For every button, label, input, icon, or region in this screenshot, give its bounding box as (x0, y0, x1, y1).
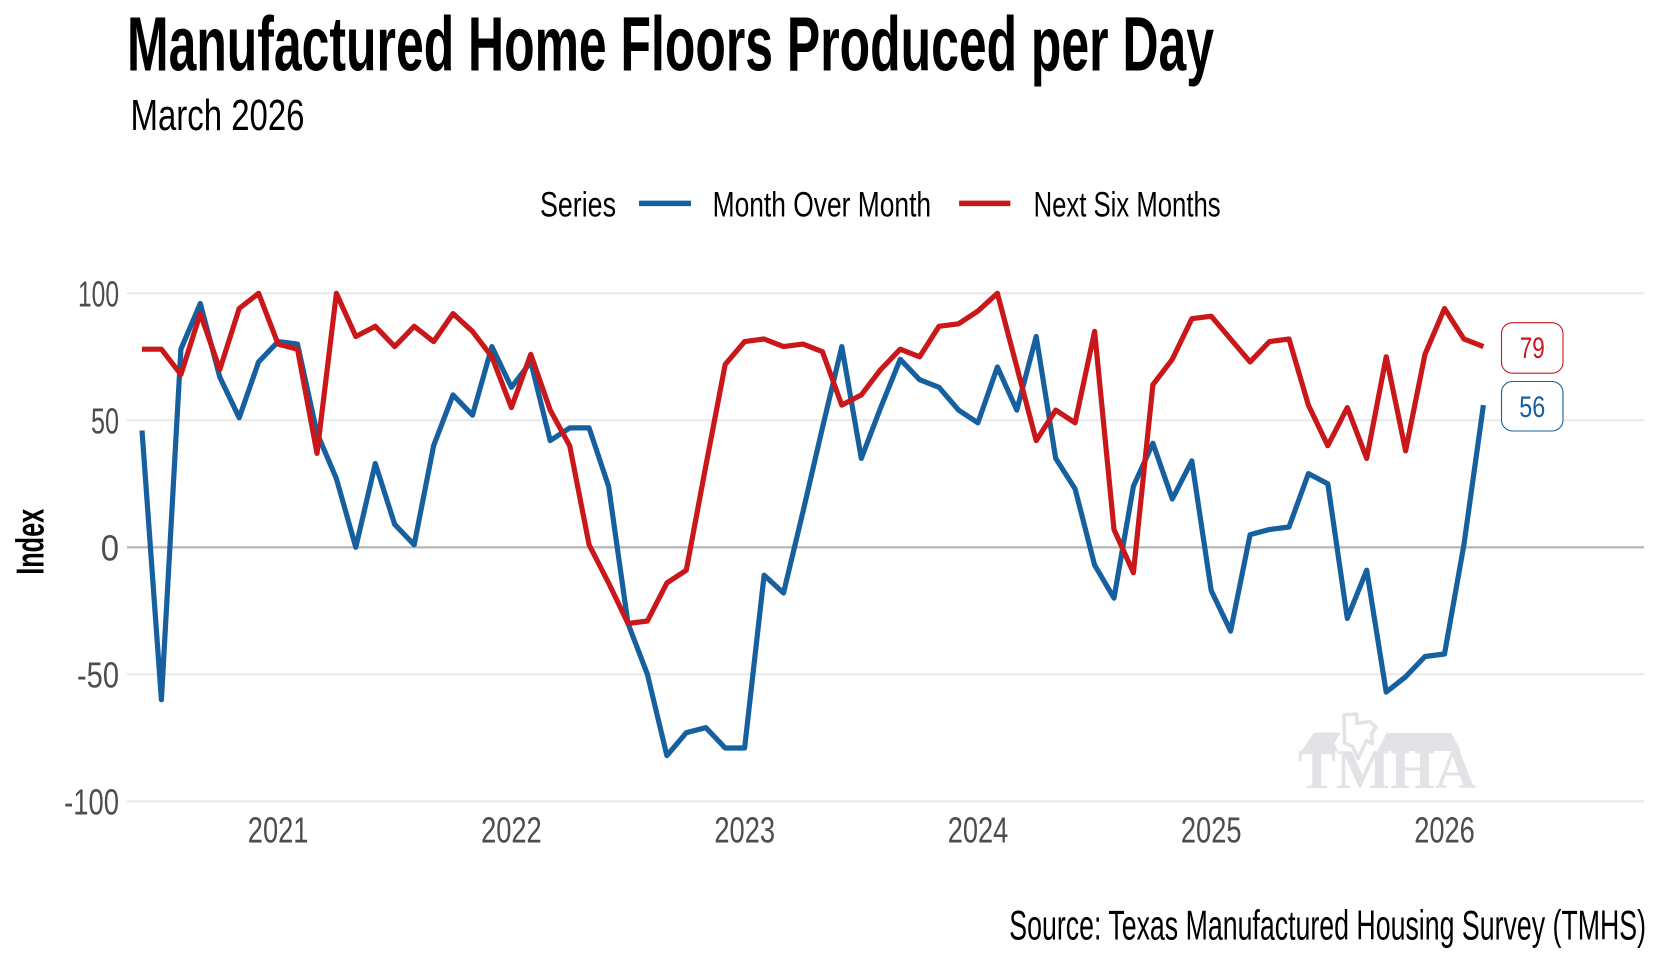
svg-text:50: 50 (91, 400, 119, 441)
svg-text:79: 79 (1520, 332, 1545, 365)
svg-text:2023: 2023 (714, 810, 775, 851)
svg-text:TMHA: TMHA (1298, 739, 1477, 801)
svg-text:0: 0 (101, 527, 119, 568)
svg-text:2025: 2025 (1181, 810, 1242, 851)
svg-text:56: 56 (1519, 391, 1545, 424)
svg-text:2026: 2026 (1414, 810, 1475, 851)
svg-text:Series: Series (540, 186, 616, 225)
svg-text:2024: 2024 (948, 810, 1009, 851)
svg-text:Month Over Month: Month Over Month (713, 186, 932, 225)
svg-text:March 2026: March 2026 (131, 91, 305, 140)
svg-text:2021: 2021 (248, 810, 309, 851)
svg-text:Next Six Months: Next Six Months (1034, 186, 1221, 225)
svg-text:Manufactured Home Floors Produ: Manufactured Home Floors Produced per Da… (127, 2, 1214, 88)
svg-text:Index: Index (10, 509, 53, 575)
svg-text:100: 100 (78, 273, 119, 314)
svg-text:-50: -50 (77, 654, 119, 695)
svg-text:2022: 2022 (481, 810, 542, 851)
svg-text:Source: Texas Manufactured Hou: Source: Texas Manufactured Housing Surve… (1009, 901, 1646, 948)
svg-text:-100: -100 (64, 781, 119, 822)
